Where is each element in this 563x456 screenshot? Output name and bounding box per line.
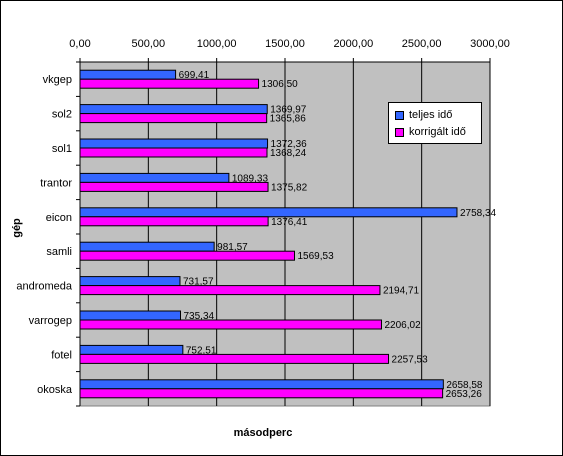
legend-label-korrigalt-ido: korrigált idő (409, 126, 466, 138)
data-label: 2653,26 (446, 389, 483, 400)
data-label: 2206,02 (384, 320, 421, 331)
bar (79, 113, 268, 124)
legend-item-korrigalt-ido: korrigált idő (395, 125, 466, 139)
data-label: 1089,33 (232, 173, 269, 184)
x-tick-label: 2500,00 (402, 38, 442, 50)
x-tick-label: 1000,00 (197, 38, 237, 50)
legend: teljes idő korrigált idő (388, 102, 482, 144)
bar (79, 285, 381, 296)
legend-item-teljes-ido: teljes idő (395, 108, 452, 122)
data-label: 2194,71 (383, 286, 420, 297)
bar (79, 78, 260, 89)
data-label: 1376,41 (271, 217, 308, 228)
bar (79, 310, 181, 321)
y-tick-label: sol2 (52, 109, 72, 121)
data-label: 1369,97 (270, 105, 307, 116)
bar (79, 276, 181, 287)
bar (79, 353, 390, 364)
bar (79, 147, 268, 158)
y-tick-label: sol1 (52, 143, 72, 155)
bar (79, 181, 269, 192)
x-tick-label: 0,00 (69, 38, 90, 50)
bar (79, 172, 230, 183)
bar (79, 207, 458, 218)
data-label: 2658,58 (446, 380, 483, 391)
bar (79, 216, 269, 227)
y-tick-label: eicon (46, 212, 72, 224)
data-label: 981,57 (217, 242, 248, 253)
data-label: 1306,50 (262, 79, 299, 90)
data-label: 1368,24 (270, 148, 307, 159)
data-label: 1365,86 (270, 114, 307, 125)
x-tick-label: 500,00 (132, 38, 166, 50)
data-label: 2758,34 (460, 208, 497, 219)
x-axis-title: másodperc (234, 427, 293, 439)
data-label: 1375,82 (271, 182, 308, 193)
bar (79, 250, 296, 261)
x-tick-label: 3000,00 (470, 38, 510, 50)
bar (79, 241, 215, 252)
data-label: 735,34 (183, 311, 214, 322)
x-tick-label: 2000,00 (333, 38, 373, 50)
data-label: 699,41 (179, 70, 210, 81)
y-tick-label: andromeda (16, 281, 73, 293)
y-tick-label: trantor (40, 177, 72, 189)
bar (79, 344, 184, 355)
data-label: 731,57 (183, 277, 214, 288)
y-axis-title: gép (11, 218, 23, 238)
y-tick-label: samli (46, 246, 72, 258)
legend-swatch-teljes-ido (395, 110, 404, 120)
data-label: 1569,53 (298, 251, 335, 262)
y-tick-label: fotel (51, 349, 72, 361)
x-tick-label: 1500,00 (265, 38, 305, 50)
bar (79, 379, 444, 390)
y-tick-label: varrogep (29, 315, 72, 327)
legend-swatch-korrigalt-ido (395, 127, 404, 137)
data-label: 1372,36 (271, 139, 308, 150)
bar (79, 104, 268, 115)
y-tick-label: okoska (37, 384, 73, 396)
bar (79, 388, 444, 399)
bar (79, 69, 177, 80)
data-label: 2257,53 (392, 354, 429, 365)
legend-label-teljes-ido: teljes idő (409, 109, 453, 121)
bar (79, 319, 382, 330)
data-label: 752,51 (186, 345, 217, 356)
y-tick-label: vkgep (43, 74, 72, 86)
bar (79, 138, 269, 149)
